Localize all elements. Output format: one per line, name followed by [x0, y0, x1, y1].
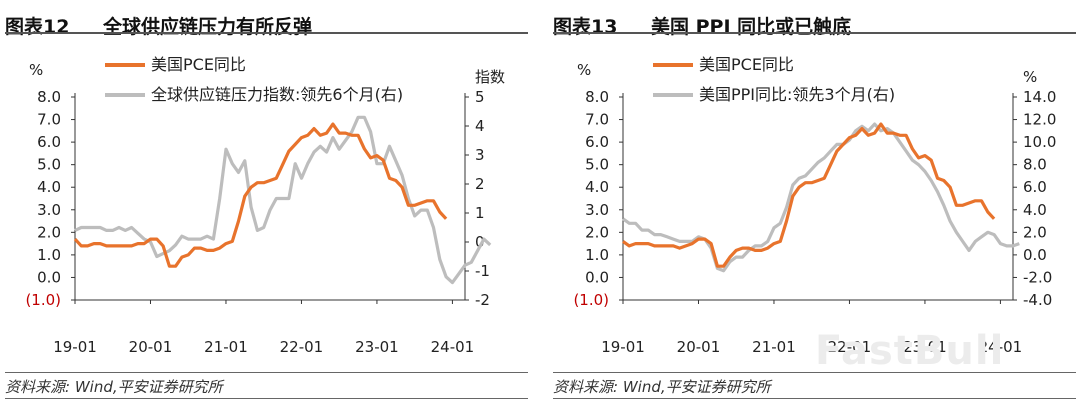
- left-tick-label: 3.0: [37, 201, 61, 219]
- left-tick-label: 1.0: [585, 246, 609, 264]
- left-tick-label: 0.0: [37, 268, 61, 286]
- right-tick-label: 3: [475, 146, 485, 164]
- x-tick-label: 23-01: [903, 338, 947, 356]
- left-tick-label: 6.0: [585, 133, 609, 151]
- x-tick-label: 22-01: [828, 338, 872, 356]
- right-tick-label: 4.0: [1023, 201, 1047, 219]
- source-bottom-divider: [553, 398, 1076, 399]
- header-divider: [5, 32, 528, 34]
- left-tick-label: 8.0: [37, 88, 61, 106]
- figure-number: 图表12: [5, 16, 70, 38]
- figure-number: 图表13: [553, 16, 618, 38]
- figure-title: 全球供应链压力有所反弹: [103, 16, 313, 38]
- source-note: 资料来源: Wind,平安证券研究所: [553, 378, 771, 396]
- left-tick-label: 7.0: [37, 111, 61, 129]
- series-line-gray: [74, 115, 492, 285]
- left-tick-label: 2.0: [37, 223, 61, 241]
- source-divider: [553, 372, 1076, 373]
- left-tick-label: (1.0): [25, 291, 61, 309]
- legend-label: 美国PCE同比: [699, 55, 794, 74]
- left-tick-label: 0.0: [585, 268, 609, 286]
- right-axis-unit: 指数: [475, 68, 505, 86]
- left-tick-label: 5.0: [37, 156, 61, 174]
- x-tick-label: 22-01: [280, 338, 324, 356]
- right-tick-label: 0.0: [1023, 246, 1047, 264]
- left-tick-label: 4.0: [37, 178, 61, 196]
- x-tick-label: 20-01: [677, 338, 721, 356]
- x-tick-label: 24-01: [979, 338, 1023, 356]
- left-tick-label: 4.0: [585, 178, 609, 196]
- x-tick-label: 19-01: [601, 338, 645, 356]
- right-tick-label: -1: [475, 262, 490, 280]
- left-tick-label: 7.0: [585, 111, 609, 129]
- source-note: 资料来源: Wind,平安证券研究所: [5, 378, 223, 396]
- right-tick-label: -4.0: [1023, 291, 1052, 309]
- left-tick-label: 1.0: [37, 246, 61, 264]
- right-tick-label: -2.0: [1023, 268, 1052, 286]
- x-tick-label: 24-01: [431, 338, 475, 356]
- left-tick-label: 3.0: [585, 201, 609, 219]
- source-bottom-divider: [5, 398, 528, 399]
- line-chart-ppi: 8.0 7.0 6.0 5.0 4.0 3.0 2.0 1.0 0.0 (1.0) 14.0 12.0…: [573, 55, 1056, 356]
- right-axis-unit: %: [1023, 68, 1037, 86]
- left-tick-label: 2.0: [585, 223, 609, 241]
- left-axis-unit: %: [29, 61, 43, 79]
- x-tick-label: 19-01: [53, 338, 97, 356]
- right-tick-label: 0: [475, 233, 485, 251]
- right-tick-label: 2.0: [1023, 223, 1047, 241]
- x-tick-label: 20-01: [129, 338, 173, 356]
- legend-label: 美国PCE同比: [151, 55, 246, 74]
- left-tick-label: (1.0): [573, 291, 609, 309]
- right-tick-label: 5: [475, 88, 485, 106]
- right-tick-label: 2: [475, 175, 485, 193]
- legend-label: 美国PPI同比:领先3个月(右): [699, 85, 895, 104]
- right-tick-label: 10.0: [1023, 133, 1056, 151]
- x-tick-label: 21-01: [204, 338, 248, 356]
- left-tick-label: 5.0: [585, 156, 609, 174]
- series-line-gray: [622, 122, 1020, 273]
- left-tick-label: 6.0: [37, 133, 61, 151]
- header-divider: [553, 32, 1076, 34]
- watermark-logo: FastBull: [815, 328, 1005, 374]
- right-tick-label: 6.0: [1023, 178, 1047, 196]
- right-tick-label: 12.0: [1023, 111, 1056, 129]
- series-line-orange: [73, 122, 448, 268]
- x-tick-label: 23-01: [355, 338, 399, 356]
- line-chart-supply-chain: 8.0 7.0 6.0 5.0 4.0 3.0 2.0 1.0 0.0 (1.0) 5 4 3 2 1 0 -1…: [25, 55, 505, 356]
- source-divider: [5, 372, 528, 373]
- x-tick-label: 21-01: [752, 338, 796, 356]
- right-tick-label: 8.0: [1023, 156, 1047, 174]
- right-tick-label: 14.0: [1023, 88, 1056, 106]
- figure-header: 图表12 全球供应链压力有所反弹: [5, 8, 528, 40]
- series-line-orange: [622, 122, 996, 268]
- chart-panel-supply-chain: 图表12 全球供应链压力有所反弹 8.0 7.0 6.0 5.0 4.0 3.0 2.0 1.…: [5, 0, 528, 415]
- figure-title: 美国 PPI 同比或已触底: [651, 16, 852, 38]
- left-tick-label: 8.0: [585, 88, 609, 106]
- right-tick-label: 1: [475, 204, 485, 222]
- figure-header: 图表13 美国 PPI 同比或已触底: [553, 8, 1076, 40]
- legend-label: 全球供应链压力指数:领先6个月(右): [151, 85, 403, 104]
- right-tick-label: 4: [475, 117, 485, 135]
- left-axis-unit: %: [577, 61, 591, 79]
- right-tick-label: -2: [475, 291, 490, 309]
- chart-panel-ppi: 图表13 美国 PPI 同比或已触底 8.0 7.0 6.0 5.0 4.0 3.0 2.0…: [553, 0, 1076, 415]
